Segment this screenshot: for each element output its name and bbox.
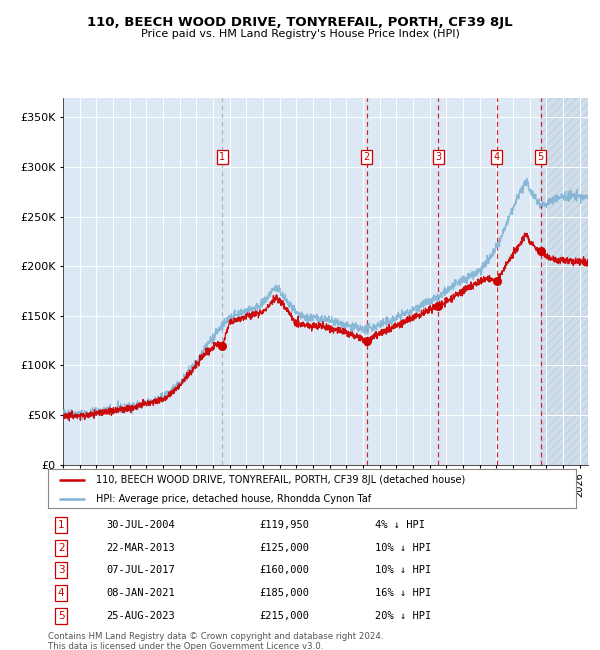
Text: £119,950: £119,950 — [259, 520, 309, 530]
Text: 16% ↓ HPI: 16% ↓ HPI — [376, 588, 431, 598]
Text: 08-JAN-2021: 08-JAN-2021 — [106, 588, 175, 598]
Text: 4: 4 — [494, 152, 500, 162]
Text: 3: 3 — [435, 152, 442, 162]
Text: £160,000: £160,000 — [259, 566, 309, 575]
Text: 22-MAR-2013: 22-MAR-2013 — [106, 543, 175, 552]
Text: 4: 4 — [58, 588, 65, 598]
Text: 2: 2 — [364, 152, 370, 162]
Text: Contains HM Land Registry data © Crown copyright and database right 2024.
This d: Contains HM Land Registry data © Crown c… — [48, 632, 383, 650]
Text: Price paid vs. HM Land Registry's House Price Index (HPI): Price paid vs. HM Land Registry's House … — [140, 29, 460, 38]
Text: 3: 3 — [58, 566, 65, 575]
Text: 5: 5 — [538, 152, 544, 162]
Text: 1: 1 — [220, 152, 226, 162]
Text: 5: 5 — [58, 611, 65, 621]
Text: 110, BEECH WOOD DRIVE, TONYREFAIL, PORTH, CF39 8JL: 110, BEECH WOOD DRIVE, TONYREFAIL, PORTH… — [87, 16, 513, 29]
Text: 1: 1 — [58, 520, 65, 530]
Text: 07-JUL-2017: 07-JUL-2017 — [106, 566, 175, 575]
Text: 20% ↓ HPI: 20% ↓ HPI — [376, 611, 431, 621]
Text: 4% ↓ HPI: 4% ↓ HPI — [376, 520, 425, 530]
Text: 10% ↓ HPI: 10% ↓ HPI — [376, 566, 431, 575]
Bar — [541, 98, 588, 465]
Text: 10% ↓ HPI: 10% ↓ HPI — [376, 543, 431, 552]
Text: HPI: Average price, detached house, Rhondda Cynon Taf: HPI: Average price, detached house, Rhon… — [95, 493, 371, 504]
Text: £125,000: £125,000 — [259, 543, 309, 552]
Text: £215,000: £215,000 — [259, 611, 309, 621]
Text: 110, BEECH WOOD DRIVE, TONYREFAIL, PORTH, CF39 8JL (detached house): 110, BEECH WOOD DRIVE, TONYREFAIL, PORTH… — [95, 475, 465, 485]
Text: £185,000: £185,000 — [259, 588, 309, 598]
Text: 30-JUL-2004: 30-JUL-2004 — [106, 520, 175, 530]
Text: 25-AUG-2023: 25-AUG-2023 — [106, 611, 175, 621]
Text: 2: 2 — [58, 543, 65, 552]
